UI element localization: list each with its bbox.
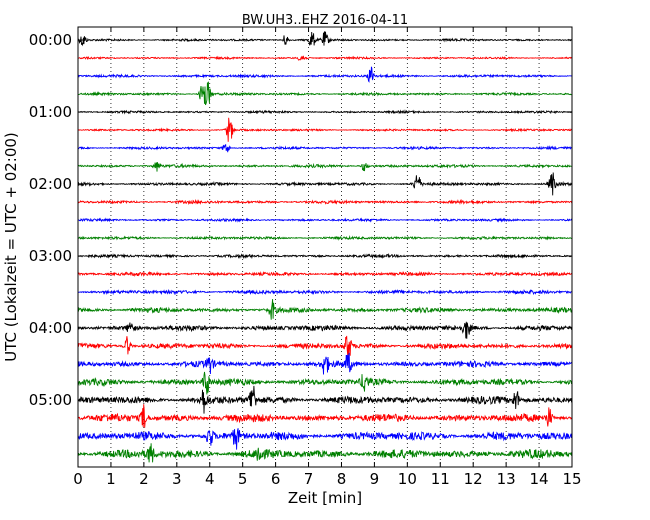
- seismogram-trace: [77, 235, 573, 241]
- y-axis-label: UTC (Lokalzeit = UTC + 02:00): [2, 132, 20, 362]
- x-tick-label: 3: [172, 470, 182, 488]
- seismogram-trace: [77, 66, 573, 83]
- seismogram-trace: [77, 371, 573, 395]
- x-tick-label: 7: [304, 470, 314, 488]
- seismogram-trace: [77, 270, 573, 278]
- axis-ticks: [77, 27, 573, 467]
- x-gridlines: [110, 27, 540, 467]
- x-tick-label: 5: [238, 470, 248, 488]
- seismogram-trace: [77, 143, 573, 153]
- seismogram-trace: [77, 217, 573, 223]
- x-tick-labels: 0 1 2 3 4 5 6 7 8 9 10 11 12 13 14 15: [73, 470, 581, 488]
- seismogram-trace: [77, 31, 573, 47]
- seismogram-trace: [77, 352, 573, 375]
- seismogram-trace: [77, 162, 573, 172]
- y-tick-labels: 00:00 01:00 02:00 03:00 04:00 05:00: [29, 31, 72, 409]
- x-tick-label: 12: [464, 470, 483, 488]
- seismogram-trace: [77, 288, 573, 296]
- x-tick-label: 10: [398, 470, 417, 488]
- seismogram-trace: [77, 404, 573, 428]
- chart-title: BW.UH3..EHZ 2016-04-11: [242, 13, 408, 28]
- seismogram-trace: [77, 117, 573, 142]
- x-tick-label: 1: [106, 470, 116, 488]
- seismogram-trace: [77, 321, 573, 339]
- y-tick-label: 00:00: [29, 31, 72, 49]
- y-tick-label: 05:00: [29, 391, 72, 409]
- x-tick-label: 8: [337, 470, 347, 488]
- seismogram-traces: [77, 31, 573, 463]
- y-tick-label: 04:00: [29, 319, 72, 337]
- x-tick-label: 2: [139, 470, 149, 488]
- x-tick-label: 15: [562, 470, 581, 488]
- y-tick-label: 03:00: [29, 247, 72, 265]
- x-tick-label: 4: [205, 470, 215, 488]
- seismogram-trace: [77, 385, 573, 414]
- seismogram-trace: [77, 172, 573, 196]
- x-tick-label: 11: [431, 470, 450, 488]
- seismogram-trace: [77, 443, 573, 463]
- x-tick-label: 0: [73, 470, 83, 488]
- seismogram-trace: [77, 335, 573, 357]
- seismogram-trace: [77, 252, 573, 260]
- plot-frame: [77, 26, 573, 468]
- x-tick-label: 13: [497, 470, 516, 488]
- x-tick-label: 9: [370, 470, 380, 488]
- x-axis-label: Zeit [min]: [288, 489, 362, 507]
- y-tick-label: 02:00: [29, 175, 72, 193]
- seismogram-trace: [77, 109, 573, 115]
- seismogram-trace: [77, 55, 573, 61]
- y-tick-label: 01:00: [29, 103, 72, 121]
- x-tick-label: 14: [530, 470, 549, 488]
- x-tick-label: 6: [271, 470, 281, 488]
- seismogram-trace: [77, 428, 573, 450]
- seismogram-trace: [77, 81, 573, 106]
- seismogram-trace: [77, 299, 573, 320]
- seismogram-trace: [77, 198, 573, 206]
